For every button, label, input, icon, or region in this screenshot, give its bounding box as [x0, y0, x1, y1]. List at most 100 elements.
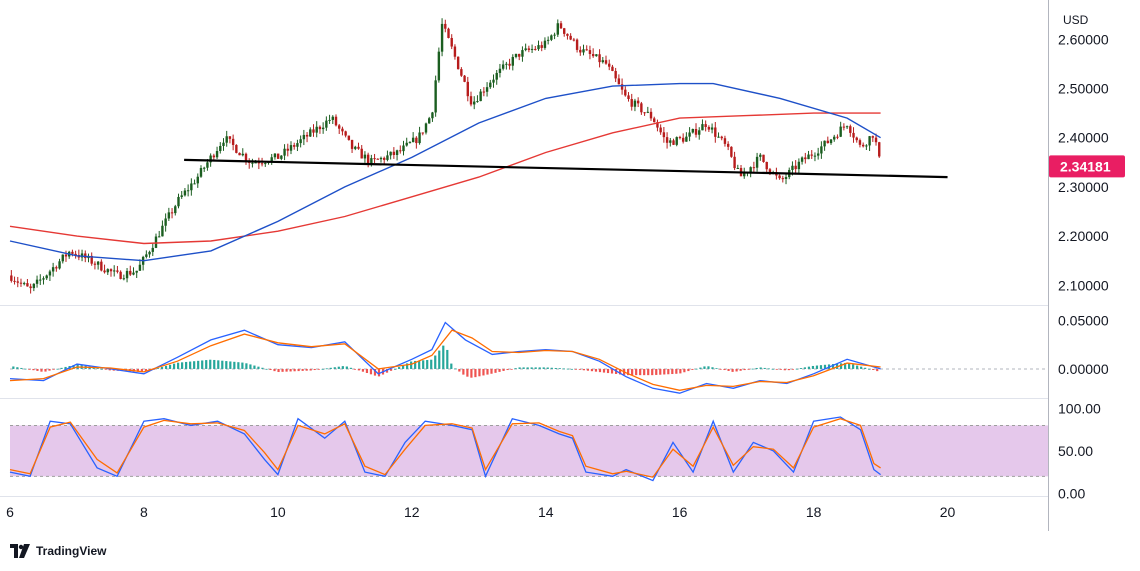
candle [196, 173, 199, 188]
support-trendline[interactable] [184, 158, 948, 179]
macd-histogram-bar [140, 368, 144, 372]
candle-body [421, 132, 424, 134]
candle [794, 160, 797, 175]
macd-histogram-bar [791, 368, 794, 370]
candle [74, 250, 77, 259]
candle [328, 114, 331, 124]
macd-histogram-bar [876, 368, 879, 372]
candle [148, 250, 151, 258]
candle-body [411, 137, 415, 143]
macd-histogram-bar [811, 365, 815, 369]
macd-histogram-bar [28, 368, 31, 370]
candle-body [665, 137, 669, 143]
candle [653, 116, 656, 123]
candle-body [222, 142, 225, 146]
macd-histogram-bar [333, 367, 336, 369]
macd-histogram-bar [414, 360, 417, 369]
candle-body [293, 145, 296, 147]
chart-frame [0, 0, 1049, 531]
macd-histogram-bar [357, 368, 361, 371]
candle-body [318, 126, 322, 130]
candle-body [299, 139, 302, 144]
macd-histogram-bar [839, 363, 843, 369]
candle [19, 278, 23, 287]
macd-histogram-bar [819, 365, 823, 369]
candle [569, 33, 572, 41]
macd-histogram-bar [538, 367, 541, 369]
moving-average-blue [9, 82, 881, 262]
stoch-pane[interactable] [9, 416, 1048, 482]
candle-body [257, 162, 261, 164]
candle [29, 283, 32, 294]
candle-body [405, 142, 408, 146]
candle [338, 123, 341, 134]
candle-body [762, 154, 765, 162]
candle [48, 269, 52, 281]
candle-body [379, 157, 383, 160]
candle [283, 144, 286, 161]
current-price-label: 2.34181 [1060, 158, 1111, 174]
candle-body [145, 254, 148, 257]
macd-histogram-bar [293, 368, 296, 372]
candle-body [344, 131, 347, 136]
candle-body [685, 136, 688, 142]
price-axis[interactable]: USD 2.10000 2.20000 2.30000 2.40000 2.50000 2.… [1049, 13, 1125, 501]
candle [405, 137, 408, 147]
candle-body [823, 140, 826, 147]
candle-body [325, 120, 328, 128]
tradingview-brand[interactable]: TradingView [10, 541, 106, 561]
price-pane[interactable] [9, 18, 948, 294]
candle-body [26, 283, 29, 287]
macd-histogram-bar [377, 368, 381, 377]
time-axis[interactable]: 6 8 10 12 14 16 18 20 [6, 504, 955, 520]
macd-histogram-bar [422, 360, 425, 369]
candle-body [482, 91, 486, 93]
candle [186, 184, 190, 197]
macd-histogram-bar [136, 368, 140, 372]
candle-body [196, 176, 199, 184]
candle-body [219, 145, 222, 151]
candle-body [341, 128, 344, 132]
macd-pane[interactable] [9, 321, 1048, 394]
candle [591, 48, 595, 58]
candle [26, 278, 29, 287]
candle [633, 98, 637, 112]
candle-body [688, 132, 691, 137]
candle-body [518, 53, 521, 57]
candle-body [755, 156, 759, 168]
candle [96, 261, 100, 270]
candle [125, 268, 129, 283]
candle-body [241, 153, 244, 156]
macd-histogram-bar [739, 368, 742, 371]
brand-name: TradingView [36, 544, 107, 558]
macd-histogram-bar [735, 368, 738, 372]
candle-body [833, 136, 836, 140]
macd-histogram-bar [269, 368, 272, 371]
macd-histogram-bar [434, 355, 437, 369]
macd-histogram-bar [534, 367, 537, 369]
candle [100, 259, 103, 272]
candle-body [183, 190, 187, 196]
candle [624, 86, 627, 97]
candle-body [588, 50, 592, 54]
price-tick-label: 2.50000 [1058, 81, 1109, 97]
macd-histogram-bar [602, 368, 606, 373]
candle [444, 19, 447, 33]
candle [521, 46, 524, 62]
macd-histogram-bar [369, 368, 373, 375]
macd-histogram-bar [775, 368, 778, 370]
candle [640, 101, 643, 115]
macd-histogram-bar [341, 366, 344, 369]
candle-body [726, 143, 730, 147]
macd-histogram-bar [213, 359, 216, 369]
candle [800, 156, 804, 165]
candle [103, 264, 106, 274]
candle [755, 152, 759, 172]
candle [759, 153, 762, 161]
macd-histogram-bar [454, 368, 457, 370]
macd-histogram-bar [747, 368, 750, 370]
macd-histogram-bar [393, 368, 397, 370]
macd-histogram-bar [277, 368, 280, 373]
candle-body [559, 23, 563, 29]
